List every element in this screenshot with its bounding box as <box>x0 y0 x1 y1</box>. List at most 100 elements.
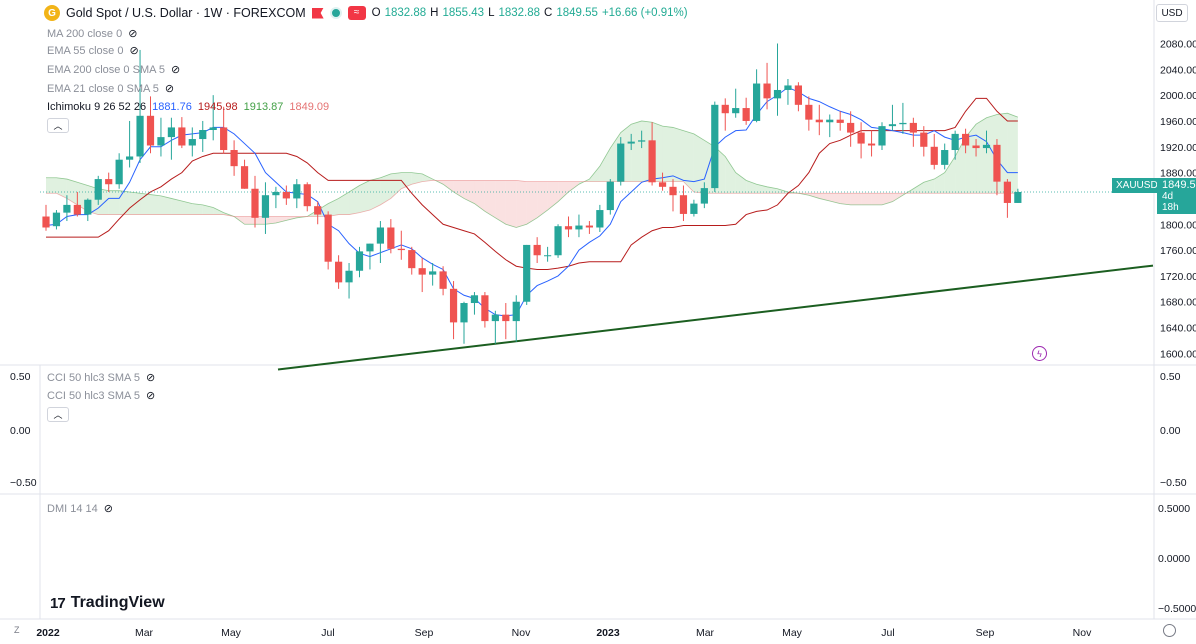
ichimoku-cloud-segment <box>401 172 412 189</box>
candle-body <box>617 143 625 182</box>
ichimoku-cloud-segment <box>693 133 705 194</box>
data-problem-icon[interactable]: ≈ <box>347 6 366 20</box>
tradingview-mark-icon: 17 <box>50 594 66 612</box>
hidden-eye-icon[interactable]: ⊘ <box>171 64 181 76</box>
ichimoku-cloud-segment <box>160 195 172 215</box>
candle-body <box>575 225 583 230</box>
candle-body <box>972 145 980 149</box>
ichimoku-cloud-segment <box>349 185 360 215</box>
ichimoku-cloud-segment <box>275 216 287 223</box>
collapse-legend-button[interactable]: ︿ <box>47 118 69 133</box>
zoom-button[interactable]: Z <box>14 625 20 635</box>
candle-body <box>658 182 667 187</box>
flag-icon[interactable] <box>311 7 324 19</box>
ichimoku-cloud-segment <box>683 130 694 192</box>
hidden-eye-icon[interactable]: ⊘ <box>129 45 139 57</box>
ichimoku-span-b-line <box>46 179 1018 217</box>
market-status-icon[interactable] <box>329 7 342 19</box>
tradingview-logo[interactable]: 17 TradingView <box>50 594 165 612</box>
candle-body <box>836 119 844 123</box>
candle-body <box>314 206 322 215</box>
ichimoku-base-line <box>46 97 1018 270</box>
candle-body <box>355 251 364 271</box>
hidden-eye-icon[interactable]: ⊘ <box>145 372 156 384</box>
indicator-legend-ema200[interactable]: EMA 200 close 0 SMA 5 ⊘ <box>47 63 181 77</box>
hidden-eye-icon[interactable]: ⊘ <box>145 390 156 402</box>
flash-alert-icon[interactable]: ϟ <box>1032 346 1047 361</box>
ichimoku-cloud-segment <box>976 117 987 194</box>
candle-body <box>230 150 238 167</box>
indicator-legend-ema21[interactable]: EMA 21 close 0 SMA 5 ⊘ <box>47 82 175 96</box>
ichimoku-cloud-segment <box>56 177 67 199</box>
time-axis-label: 2023 <box>596 627 620 639</box>
candle-body <box>157 137 165 146</box>
ichimoku-cloud-segment <box>181 201 193 215</box>
candle-body <box>502 314 510 322</box>
candle-body <box>669 186 677 196</box>
price-tick-label: 1600.00 <box>1160 348 1196 360</box>
candle-body <box>564 226 573 230</box>
candle-body <box>763 83 771 99</box>
candle-body <box>523 244 531 302</box>
ichimoku-conversion-value: 1881.76 <box>152 101 192 113</box>
indicator-legend-dmi[interactable]: DMI 14 14 ⊘ <box>47 502 113 516</box>
candle-body <box>188 139 196 146</box>
indicator-legend-ema55[interactable]: EMA 55 close 0 ⊘ <box>47 44 139 58</box>
gear-icon[interactable] <box>1163 624 1176 637</box>
cci-tick-label-right: −0.50 <box>1160 477 1187 489</box>
candle-body <box>178 127 186 146</box>
candle-body <box>293 184 301 199</box>
candle-body <box>105 179 113 185</box>
candle-body <box>993 144 1001 182</box>
collapse-cci-legend-button[interactable]: ︿ <box>47 407 69 422</box>
candle-body <box>146 115 155 146</box>
candle-body <box>491 314 499 322</box>
symbol-title[interactable]: Gold Spot / U.S. Dollar · 1W · FOREXCOM <box>66 6 306 20</box>
ichimoku-cloud-segment <box>119 190 130 215</box>
indicator-legend-ichimoku[interactable]: Ichimoku 9 26 52 26 1881.76 1945.98 1913… <box>47 101 330 113</box>
candle-body <box>627 141 635 144</box>
hidden-eye-icon[interactable]: ⊘ <box>103 503 113 515</box>
indicator-legend-ma200[interactable]: MA 200 close 0 ⊘ <box>47 27 138 41</box>
indicator-legend-cci-1[interactable]: CCI 50 hlc3 SMA 5 ⊘ <box>47 371 156 385</box>
indicator-legend-cci-2[interactable]: CCI 50 hlc3 SMA 5 ⊘ <box>47 389 156 403</box>
candle-body <box>867 143 876 146</box>
ichimoku-cloud-segment <box>589 166 600 182</box>
time-axis-label: May <box>221 627 242 639</box>
ichimoku-cloud-segment <box>129 191 141 215</box>
hidden-eye-icon[interactable]: ⊘ <box>128 28 138 40</box>
ichimoku-cloud-segment <box>725 156 736 194</box>
ichimoku-cloud-segment <box>495 180 506 225</box>
candle-body <box>449 288 458 323</box>
candle-body <box>721 104 729 114</box>
ichimoku-cloud-segment <box>850 193 862 205</box>
candle-body <box>847 122 855 133</box>
price-tick-label: 2080.00 <box>1160 38 1196 50</box>
ichimoku-cloud-segment <box>443 180 454 192</box>
time-axis-label: Jul <box>881 627 894 639</box>
currency-selector[interactable]: USD <box>1156 4 1188 22</box>
candle-body <box>481 295 489 322</box>
time-axis-label: May <box>782 627 803 639</box>
ichimoku-cloud-segment <box>338 191 350 215</box>
candle-body <box>303 184 311 207</box>
ichimoku-cloud-segment <box>474 180 485 212</box>
candle-body <box>533 244 541 256</box>
dmi-tick-label: 0.0000 <box>1158 553 1190 565</box>
ichimoku-cloud-segment <box>516 180 527 228</box>
price-tick-label: 1800.00 <box>1160 219 1196 231</box>
hidden-eye-icon[interactable]: ⊘ <box>164 83 175 95</box>
candle-body <box>732 108 740 114</box>
candle-body <box>282 191 290 199</box>
ichimoku-cloud-segment <box>944 156 956 194</box>
candle-body <box>857 132 865 144</box>
candle-body <box>376 227 384 244</box>
candle-body <box>784 85 792 90</box>
ichimoku-cloud-segment <box>558 181 569 202</box>
candle-body <box>962 133 970 146</box>
candle-body <box>941 150 949 165</box>
price-tick-label: 1880.00 <box>1160 168 1196 180</box>
time-axis-label: Mar <box>135 627 154 639</box>
